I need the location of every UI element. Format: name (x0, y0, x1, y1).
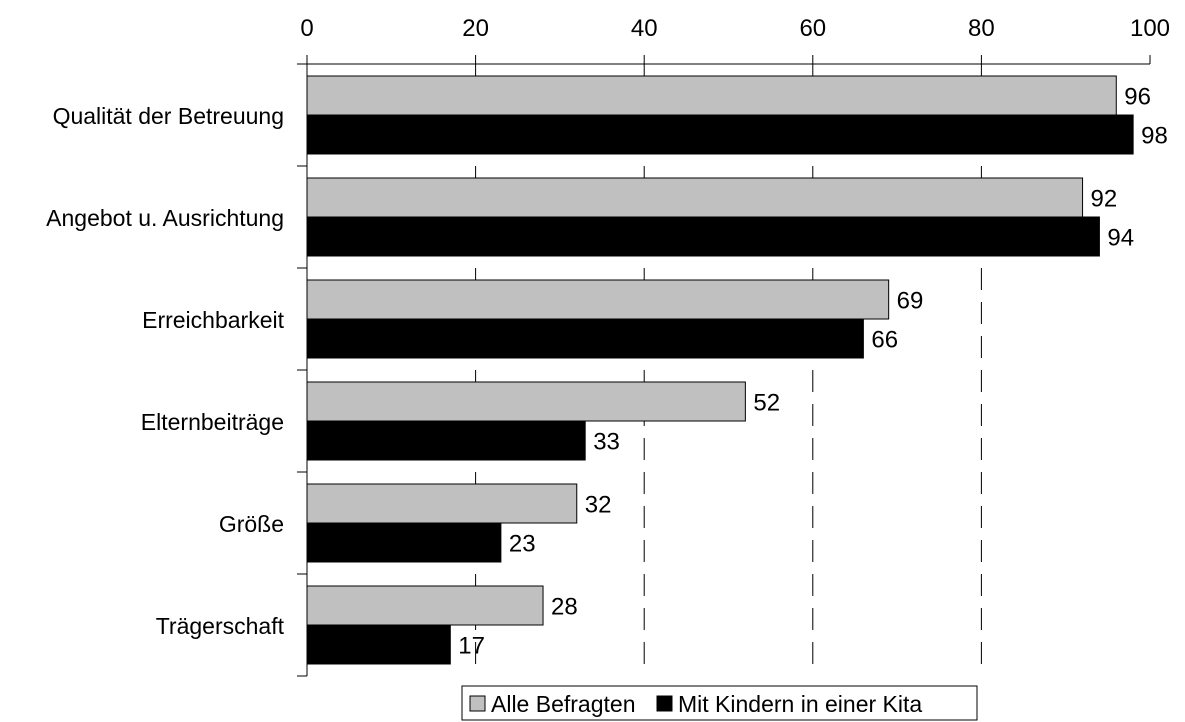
legend: Alle Befragten Mit Kindern in einer Kita (461, 685, 978, 721)
labels: 96 98 Qualität der Betreuung 92 94 Angebot u.… (46, 15, 1170, 660)
grid-lines (475, 64, 982, 676)
category-label-2: Erreichbarkeit (142, 307, 284, 333)
x-tick-label-20: 20 (462, 15, 489, 42)
data-label-0-2: 69 (897, 288, 924, 315)
axes (297, 55, 1151, 677)
data-label-1-0: 98 (1141, 123, 1168, 150)
category-label-3: Elternbeiträge (141, 409, 284, 435)
legend-label-0: Alle Befragten (491, 691, 635, 717)
data-label-1-5: 17 (458, 633, 485, 660)
bars (306, 75, 1134, 665)
legend-box (461, 685, 978, 721)
bar-alle-befragten-4 (306, 483, 578, 524)
data-label-1-1: 94 (1107, 225, 1134, 252)
category-label-4: Größe (219, 511, 284, 537)
data-label-0-5: 28 (551, 594, 578, 621)
legend-label-1: Mit Kindern in einer Kita (678, 691, 922, 717)
x-tick-label-0: 0 (300, 15, 313, 42)
bar-mit-kindern-5 (306, 624, 451, 665)
data-label-0-0: 96 (1124, 84, 1151, 111)
bar-alle-befragten-5 (306, 585, 544, 626)
x-tick-label-80: 80 (968, 15, 995, 42)
bar-mit-kindern-4 (306, 522, 502, 563)
bar-mit-kindern-3 (306, 420, 586, 461)
data-label-1-4: 23 (509, 531, 536, 558)
x-tick-label-40: 40 (631, 15, 658, 42)
bar-mit-kindern-2 (306, 318, 864, 359)
x-tick-label-100: 100 (1130, 15, 1170, 42)
bar-alle-befragten-1 (306, 177, 1084, 218)
data-label-0-1: 92 (1091, 186, 1118, 213)
bar-alle-befragten-0 (306, 75, 1117, 116)
category-label-0: Qualität der Betreuung (53, 103, 284, 129)
bar-mit-kindern-0 (306, 114, 1134, 155)
category-label-5: Trägerschaft (156, 613, 285, 639)
data-label-1-2: 66 (871, 327, 898, 354)
data-label-0-3: 52 (753, 390, 780, 417)
legend-swatch-0 (469, 695, 486, 712)
bar-alle-befragten-2 (306, 279, 890, 320)
legend-swatch-1 (656, 695, 673, 712)
bar-alle-befragten-3 (306, 381, 746, 422)
category-label-1: Angebot u. Ausrichtung (46, 205, 284, 231)
bar-mit-kindern-1 (306, 216, 1100, 257)
data-label-1-3: 33 (593, 429, 620, 456)
x-tick-label-60: 60 (799, 15, 826, 42)
data-label-0-4: 32 (585, 492, 612, 519)
